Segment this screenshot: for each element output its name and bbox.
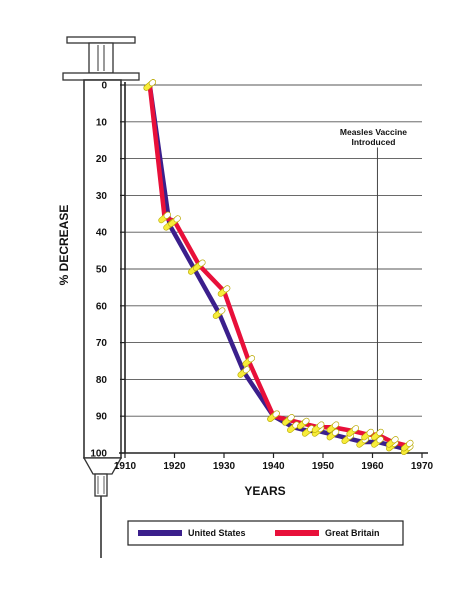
data-point <box>301 425 315 437</box>
y-tick-label: 0 <box>101 81 107 92</box>
data-point <box>371 428 384 441</box>
y-tick-label: 70 <box>96 338 108 349</box>
x-tick-label: 1960 <box>361 461 384 472</box>
data-point <box>296 417 310 430</box>
data-point <box>371 436 384 448</box>
x-tick-label: 1940 <box>262 461 285 472</box>
y-tick-label: 20 <box>96 154 108 165</box>
data-point <box>326 421 340 433</box>
data-point <box>217 285 231 297</box>
axes: 0 10 20 30 40 50 60 70 80 90 100 1910 1920 1930 1940 19… <box>90 81 433 473</box>
data-point <box>192 259 206 272</box>
data-point <box>168 215 181 227</box>
annotation-line-1: Measles Vaccine <box>340 127 407 137</box>
y-tick-label: 50 <box>96 265 108 276</box>
data-point <box>237 366 251 378</box>
data-point <box>282 414 295 426</box>
data-point <box>386 436 399 448</box>
x-tick-label: 1920 <box>163 461 186 472</box>
y-tick-label: 80 <box>96 375 108 386</box>
y-tick-label: 10 <box>96 117 108 128</box>
data-point <box>267 410 280 422</box>
x-tick-label: 1910 <box>114 461 137 472</box>
data-point <box>346 425 359 437</box>
legend-swatch-great-britain <box>275 530 319 536</box>
x-tick-label: 1950 <box>312 461 335 472</box>
y-tick-label: 100 <box>90 449 107 460</box>
x-tick-label: 1970 <box>411 461 434 472</box>
legend: United States Great Britain <box>127 520 404 546</box>
x-tick-label: 1930 <box>213 461 236 472</box>
data-point <box>311 421 325 433</box>
data-point <box>361 428 374 441</box>
y-tick-label: 40 <box>96 228 108 239</box>
data-point <box>212 307 226 319</box>
data-point <box>326 428 340 441</box>
data-point <box>158 211 171 224</box>
annotation-line-2: Introduced <box>351 137 395 147</box>
capsule-markers <box>143 79 414 456</box>
legend-label-united-states: United States <box>188 528 246 538</box>
y-tick-label: 30 <box>96 191 108 202</box>
data-point <box>242 355 256 367</box>
y-axis-title: % DECREASE <box>57 205 71 286</box>
y-tick-label: 90 <box>96 412 108 423</box>
legend-swatch-united-states <box>138 530 182 536</box>
data-point <box>143 79 157 91</box>
data-point <box>400 439 414 452</box>
syringe-icon <box>62 36 140 558</box>
x-axis-title: YEARS <box>244 484 285 498</box>
y-tick-label: 60 <box>96 301 108 312</box>
legend-label-great-britain: Great Britain <box>325 528 380 538</box>
vaccine-annotation: Measles Vaccine Introduced <box>340 127 407 446</box>
